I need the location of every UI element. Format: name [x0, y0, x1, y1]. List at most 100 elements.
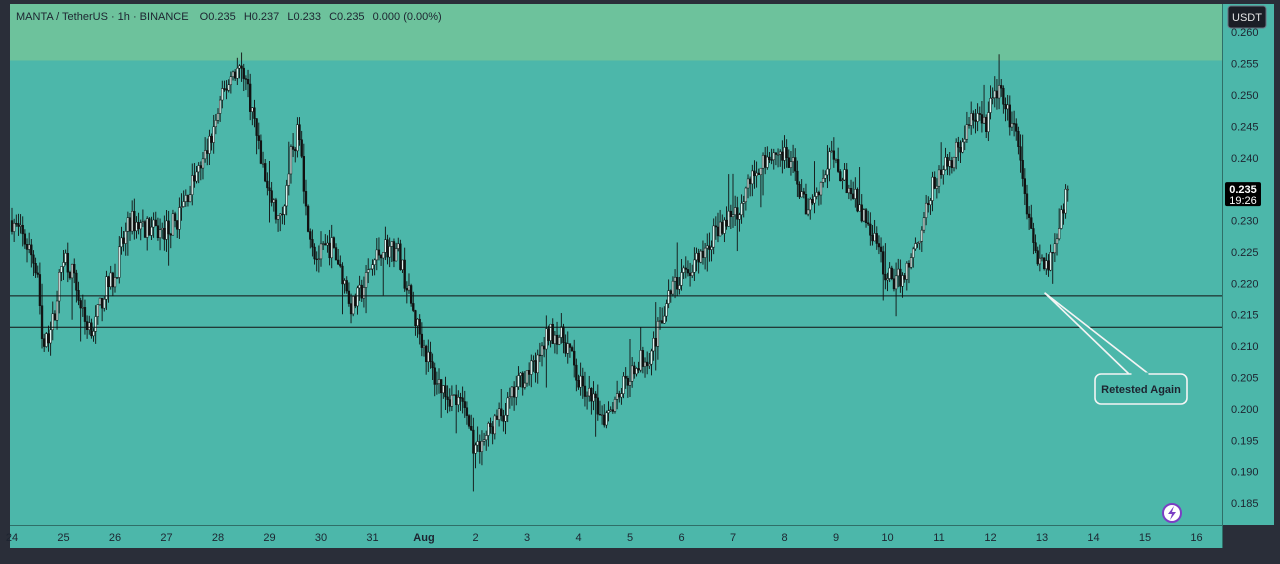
- candle: [146, 216, 149, 251]
- candle: [950, 156, 954, 174]
- candle: [633, 361, 636, 379]
- candle: [519, 372, 522, 388]
- candle: [491, 421, 494, 445]
- candle: [330, 224, 333, 269]
- candle: [435, 371, 439, 395]
- candle: [298, 117, 301, 146]
- candle: [118, 236, 121, 284]
- candle: [467, 414, 471, 429]
- candle: [955, 138, 958, 170]
- candle: [937, 165, 941, 194]
- candle: [276, 215, 280, 232]
- candle: [311, 229, 314, 257]
- candle: [549, 323, 552, 348]
- candle: [186, 194, 190, 207]
- candle: [1017, 126, 1020, 155]
- candle: [525, 370, 529, 387]
- candle: [628, 339, 632, 397]
- candle: [791, 144, 795, 174]
- candle: [976, 103, 979, 132]
- candle: [332, 236, 336, 249]
- candle: [373, 258, 376, 276]
- candle: [28, 232, 31, 254]
- time-tick-label: Aug: [413, 532, 434, 544]
- candle: [579, 362, 582, 396]
- candle: [1002, 85, 1005, 114]
- candle: [382, 252, 385, 296]
- time-tick-label: 13: [1036, 532, 1048, 544]
- candle: [794, 148, 797, 181]
- candle: [759, 167, 763, 208]
- candle: [684, 256, 687, 279]
- candle: [472, 417, 475, 492]
- ohlc-change: 0.000 (0.00%): [373, 11, 442, 23]
- currency-badge[interactable]: USDT: [1227, 5, 1267, 29]
- candle: [787, 149, 790, 169]
- price-tick-label: 0.240: [1231, 153, 1259, 165]
- candle: [667, 279, 670, 309]
- candle: [388, 237, 391, 268]
- candle: [88, 315, 91, 335]
- candle: [141, 209, 145, 228]
- candle: [723, 217, 726, 243]
- candle: [796, 160, 799, 197]
- candle: [603, 404, 606, 428]
- candle: [742, 195, 745, 218]
- candle: [1015, 118, 1018, 141]
- candle: [255, 118, 258, 155]
- candle: [137, 212, 140, 235]
- candle: [922, 212, 926, 234]
- price-tick-label: 0.245: [1231, 121, 1259, 133]
- candle: [821, 169, 825, 188]
- candle: [899, 259, 902, 293]
- candle: [682, 265, 685, 279]
- candle: [403, 247, 406, 292]
- price-axis[interactable]: [1223, 4, 1274, 525]
- time-tick-label: 16: [1190, 532, 1202, 544]
- candle: [321, 241, 325, 251]
- candle: [58, 269, 61, 314]
- time-tick-label: 7: [730, 532, 736, 544]
- candle: [815, 187, 818, 200]
- candle: [1025, 184, 1029, 220]
- retested-again-callout[interactable]: Retested Again: [1044, 292, 1188, 405]
- candle: [236, 57, 239, 86]
- candle: [914, 237, 917, 251]
- candle: [508, 387, 511, 409]
- candle: [534, 352, 537, 383]
- candle: [412, 291, 415, 313]
- candle: [789, 150, 793, 176]
- candle: [173, 211, 177, 228]
- candle: [113, 263, 117, 293]
- candle: [1053, 233, 1057, 262]
- candle: [875, 226, 878, 250]
- candle: [967, 117, 971, 129]
- candle: [558, 334, 561, 346]
- candle: [452, 394, 456, 396]
- candle: [53, 310, 57, 321]
- candle: [214, 113, 218, 135]
- candle: [34, 257, 37, 278]
- candle: [830, 140, 833, 153]
- candle: [718, 209, 722, 237]
- price-tick-label: 0.250: [1231, 90, 1259, 102]
- candle: [839, 169, 842, 182]
- candle: [693, 247, 696, 281]
- candle: [405, 281, 408, 304]
- candle: [824, 170, 827, 183]
- candle: [939, 142, 943, 179]
- price-tick-label: 0.230: [1231, 216, 1259, 228]
- lightning-icon[interactable]: [1162, 503, 1182, 523]
- candle: [126, 211, 130, 256]
- candle: [457, 390, 460, 413]
- candle: [918, 240, 921, 250]
- candle: [916, 242, 919, 248]
- candle: [725, 206, 728, 230]
- candle: [409, 283, 413, 307]
- symbol-title: MANTA / TetherUS · 1h · BINANCE O0.235 H…: [16, 11, 442, 23]
- candle: [691, 264, 694, 279]
- time-axis[interactable]: [10, 526, 1222, 548]
- candle: [852, 181, 855, 200]
- candle: [995, 79, 999, 110]
